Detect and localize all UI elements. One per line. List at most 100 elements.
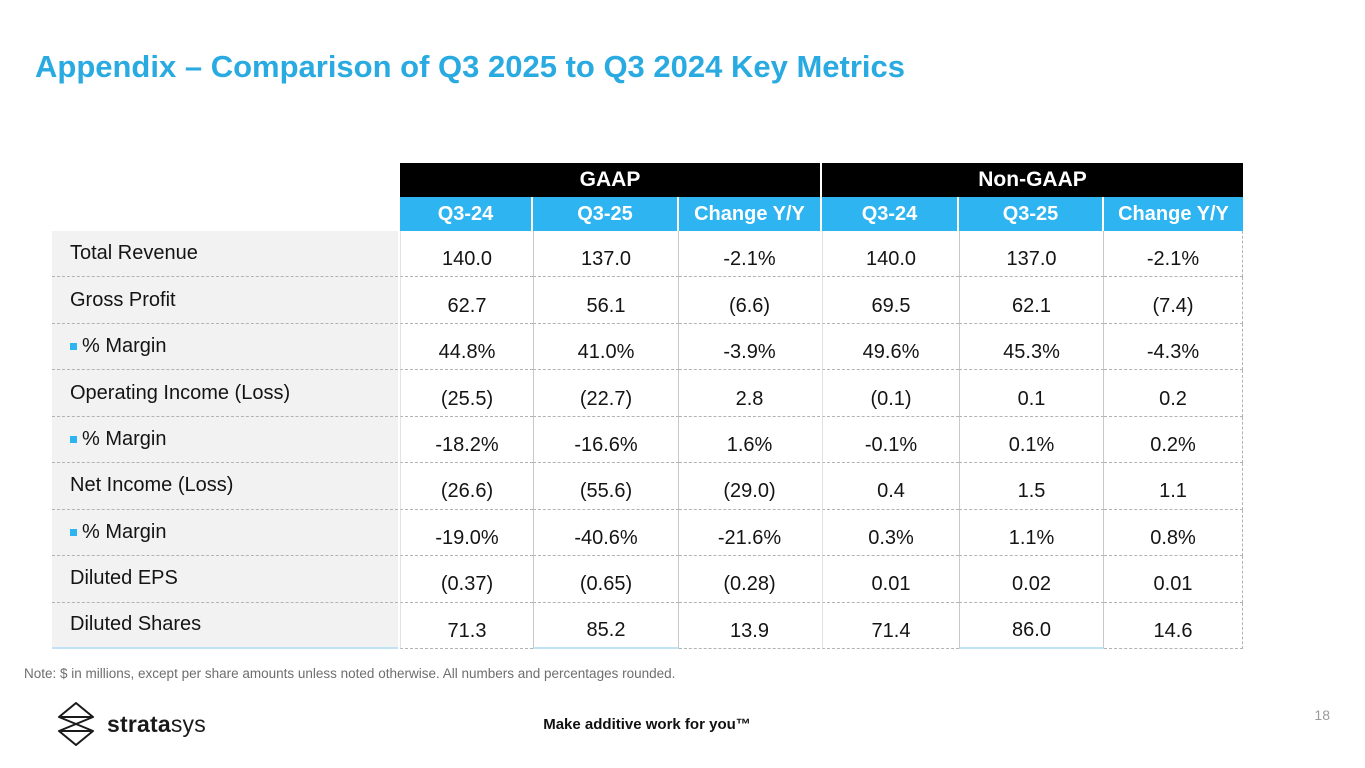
row-label-text: Diluted Shares bbox=[70, 613, 202, 636]
table-row: Operating Income (Loss) (25.5) (22.7) 2.8 (0… bbox=[52, 370, 1243, 417]
cell-value: 85.2 bbox=[533, 602, 679, 649]
cell-value: -19.0% bbox=[400, 509, 533, 557]
cell-value: -3.9% bbox=[679, 323, 820, 371]
cell-value: 1.5 bbox=[959, 463, 1104, 510]
cell-value: -0.1% bbox=[822, 416, 959, 464]
row-label-text: % Margin bbox=[82, 520, 167, 543]
table-row: Total Revenue 140.0 137.0 -2.1% 140.0 137.0 -2… bbox=[52, 231, 1243, 278]
column-gap bbox=[820, 463, 822, 510]
cell-value: (7.4) bbox=[1104, 277, 1243, 324]
cell-value: -40.6% bbox=[533, 509, 679, 557]
cell-value: 0.1% bbox=[959, 416, 1104, 464]
cell-value: 62.1 bbox=[959, 277, 1104, 324]
table-row: % Margin -18.2% -16.6% 1.6% -0.1% 0.1% 0.2% bbox=[52, 416, 1243, 464]
row-label: % Margin bbox=[52, 416, 398, 464]
cell-value: (6.6) bbox=[679, 277, 820, 324]
cell-value: 13.9 bbox=[679, 602, 820, 649]
cell-value: 140.0 bbox=[822, 231, 959, 278]
cell-value: 1.1% bbox=[959, 509, 1104, 557]
column-gap bbox=[398, 231, 400, 278]
column-header-row: Q3-24 Q3-25 Change Y/Y Q3-24 Q3-25 Chang… bbox=[52, 197, 1243, 231]
column-gap bbox=[820, 416, 822, 464]
group-header-row: GAAP Non-GAAP bbox=[52, 163, 1243, 197]
column-header-gaap-q3-24: Q3-24 bbox=[400, 197, 533, 231]
cell-value: (0.1) bbox=[822, 370, 959, 417]
cell-value: (26.6) bbox=[400, 463, 533, 510]
cell-value: 137.0 bbox=[959, 231, 1104, 278]
cell-value: 0.2 bbox=[1104, 370, 1243, 417]
column-gap bbox=[398, 416, 400, 464]
cell-value: 0.02 bbox=[959, 556, 1104, 603]
cell-value: 1.6% bbox=[679, 416, 820, 464]
row-label-text: Diluted EPS bbox=[70, 567, 178, 590]
cell-value: 41.0% bbox=[533, 323, 679, 371]
cell-value: 0.8% bbox=[1104, 509, 1243, 557]
column-header-nongaap-q3-24: Q3-24 bbox=[822, 197, 959, 231]
column-gap bbox=[820, 370, 822, 417]
cell-value: 0.01 bbox=[822, 556, 959, 603]
row-label-text: Total Revenue bbox=[70, 242, 198, 265]
column-gap bbox=[398, 463, 400, 510]
group-header-gaap: GAAP bbox=[400, 163, 820, 197]
cell-value: (25.5) bbox=[400, 370, 533, 417]
cell-value: -16.6% bbox=[533, 416, 679, 464]
column-header-gaap-q3-25: Q3-25 bbox=[533, 197, 679, 231]
table-body: Total Revenue 140.0 137.0 -2.1% 140.0 137.0 -2… bbox=[52, 231, 1243, 649]
row-label: % Margin bbox=[52, 323, 398, 371]
cell-value: (55.6) bbox=[533, 463, 679, 510]
cell-value: 0.1 bbox=[959, 370, 1104, 417]
cell-value: 0.01 bbox=[1104, 556, 1243, 603]
cell-value: 1.1 bbox=[1104, 463, 1243, 510]
cell-value: (0.28) bbox=[679, 556, 820, 603]
column-header-gaap-change: Change Y/Y bbox=[679, 197, 820, 231]
row-label: Diluted EPS bbox=[52, 556, 398, 603]
cell-value: 2.8 bbox=[679, 370, 820, 417]
column-gap bbox=[398, 277, 400, 324]
column-gap bbox=[398, 556, 400, 603]
column-header-nongaap-change: Change Y/Y bbox=[1104, 197, 1243, 231]
column-gap bbox=[820, 556, 822, 603]
column-gap bbox=[820, 509, 822, 557]
stratasys-logo-icon bbox=[55, 701, 97, 747]
cell-value: -21.6% bbox=[679, 509, 820, 557]
cell-value: 0.2% bbox=[1104, 416, 1243, 464]
row-label: Operating Income (Loss) bbox=[52, 370, 398, 417]
cell-value: 137.0 bbox=[533, 231, 679, 278]
cell-value: 49.6% bbox=[822, 323, 959, 371]
cell-value: (22.7) bbox=[533, 370, 679, 417]
cell-value: 71.4 bbox=[822, 602, 959, 649]
cell-value: 140.0 bbox=[400, 231, 533, 278]
cell-value: 69.5 bbox=[822, 277, 959, 324]
table-row: % Margin 44.8% 41.0% -3.9% 49.6% 45.3% -4.3% bbox=[52, 323, 1243, 371]
cell-value: -2.1% bbox=[679, 231, 820, 278]
column-gap bbox=[820, 602, 822, 649]
table-row: Diluted EPS (0.37) (0.65) (0.28) 0.01 0.02 0.0… bbox=[52, 556, 1243, 603]
column-gap bbox=[398, 602, 400, 649]
group-divider bbox=[820, 197, 822, 231]
bullet-icon bbox=[70, 528, 77, 536]
column-gap bbox=[398, 370, 400, 417]
group-header-non-gaap: Non-GAAP bbox=[822, 163, 1243, 197]
cell-value: 62.7 bbox=[400, 277, 533, 324]
cell-value: 44.8% bbox=[400, 323, 533, 371]
footnote: Note: $ in millions, except per share am… bbox=[24, 666, 676, 681]
row-label-text: Net Income (Loss) bbox=[70, 474, 234, 497]
cell-value: 14.6 bbox=[1104, 602, 1243, 649]
cell-value: (0.65) bbox=[533, 556, 679, 603]
row-label-text: Gross Profit bbox=[70, 288, 176, 311]
cell-value: 86.0 bbox=[959, 602, 1104, 649]
bullet-icon bbox=[70, 435, 77, 443]
cell-value: 56.1 bbox=[533, 277, 679, 324]
group-header-spacer bbox=[52, 163, 400, 197]
row-label-text: % Margin bbox=[82, 335, 167, 358]
column-gap bbox=[820, 231, 822, 278]
cell-value: (0.37) bbox=[400, 556, 533, 603]
stratasys-wordmark: stratasys bbox=[107, 710, 206, 737]
cell-value: -2.1% bbox=[1104, 231, 1243, 278]
row-label-text: % Margin bbox=[82, 427, 167, 450]
group-divider bbox=[820, 163, 822, 197]
table-row: Diluted Shares 71.3 85.2 13.9 71.4 86.0 14.6 bbox=[52, 602, 1243, 649]
column-gap bbox=[398, 509, 400, 557]
table-row: Net Income (Loss) (26.6) (55.6) (29.0) 0.4 1.… bbox=[52, 463, 1243, 510]
row-label: Diluted Shares bbox=[52, 602, 398, 649]
